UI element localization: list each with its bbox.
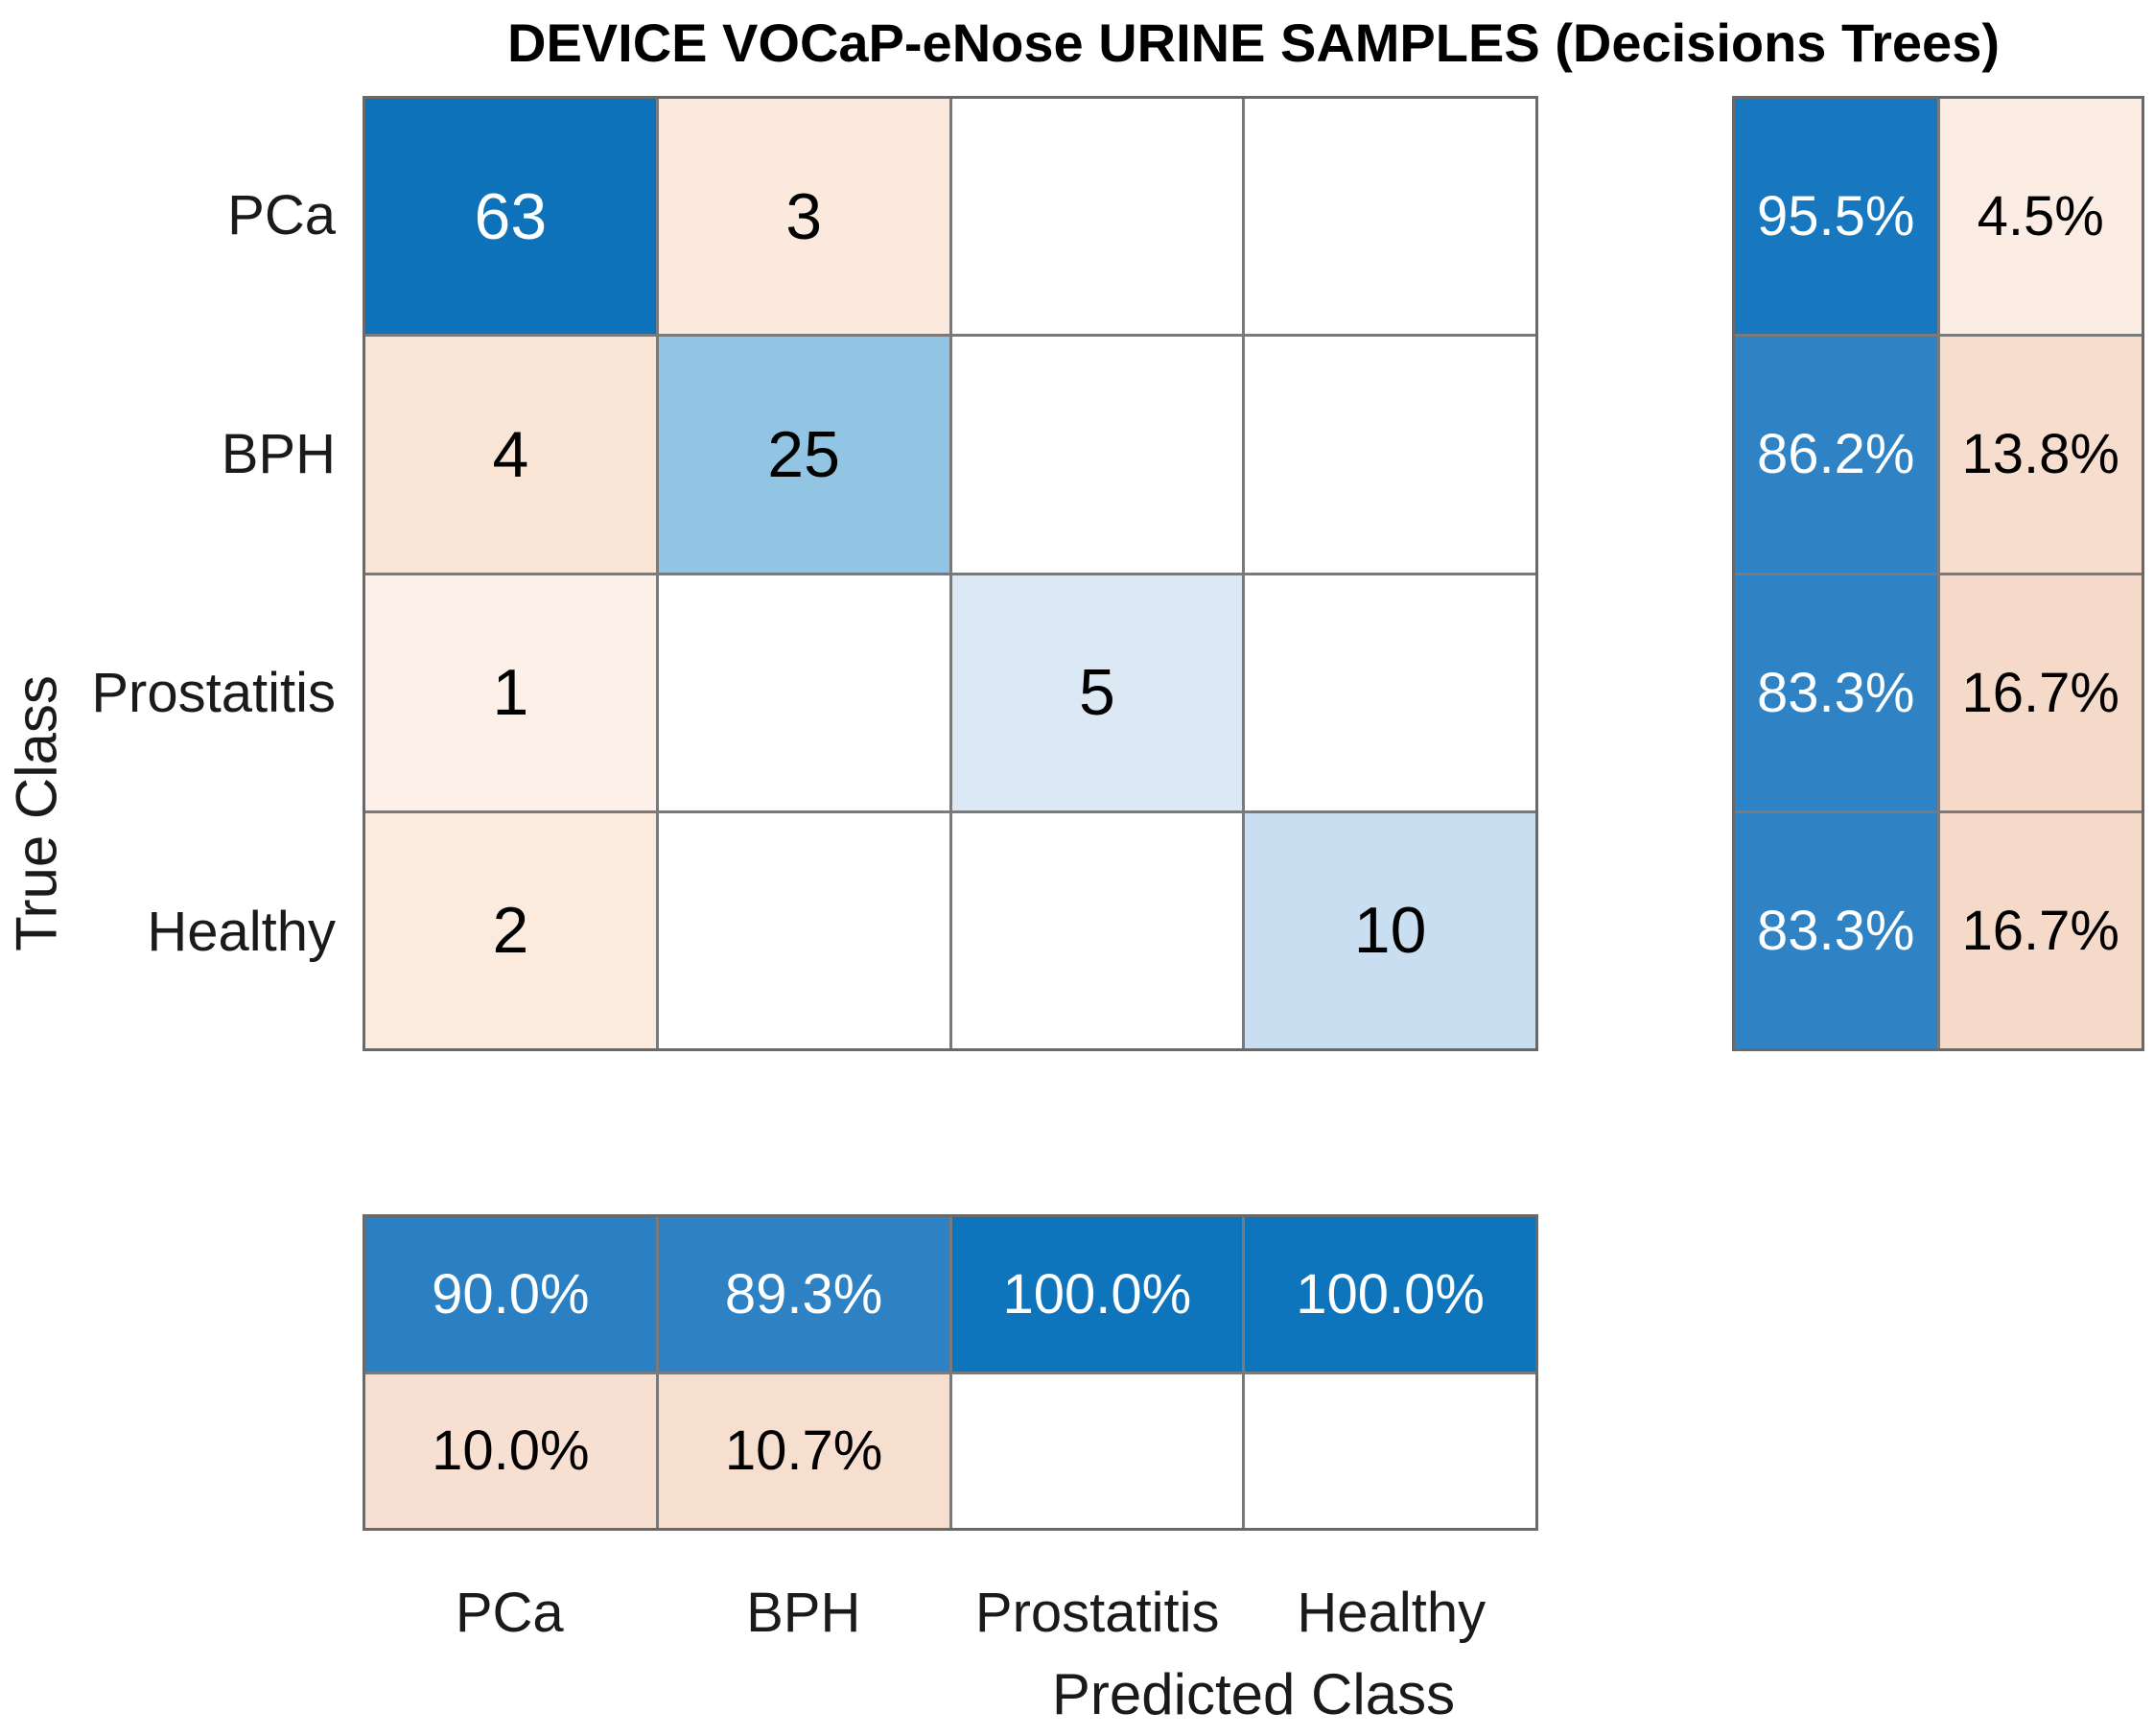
y-axis-tick-healthy: Healthy xyxy=(147,901,336,963)
column-summary-cell-r0c3: 100.0% xyxy=(1245,1217,1535,1372)
row-summary-cell-r3c1: 16.7% xyxy=(1939,812,2142,1048)
matrix-cell-r3c3: 10 xyxy=(1245,812,1535,1048)
y-axis-tick-prostatitis: Prostatitis xyxy=(91,662,336,724)
column-summary-cell-r1c1: 10.7% xyxy=(658,1373,949,1528)
matrix-cell-r0c1: 3 xyxy=(658,99,949,335)
y-axis-tick-pca: PCa xyxy=(227,184,336,246)
matrix-cell-r1c2 xyxy=(951,337,1243,573)
matrix-cell-r2c1 xyxy=(658,575,949,810)
column-summary-cell-r0c1: 89.3% xyxy=(658,1217,949,1372)
row-summary-grid: 95.5% 4.5% 86.2% 13.8% 83.3% 16.7% 83.3%… xyxy=(1732,96,2144,1051)
row-summary-cell-r1c0: 86.2% xyxy=(1735,337,1937,573)
y-axis-ticks: PCa BPH Prostatitis Healthy xyxy=(0,96,341,1051)
matrix-cell-r1c1: 25 xyxy=(658,337,949,573)
matrix-cell-r3c0: 2 xyxy=(365,812,656,1048)
column-summary-grid: 90.0% 89.3% 100.0% 100.0% 10.0% 10.7% xyxy=(363,1214,1538,1531)
column-summary-cell-r1c2 xyxy=(951,1373,1243,1528)
matrix-cell-r2c0: 1 xyxy=(365,575,656,810)
x-axis-tick-prostatitis: Prostatitis xyxy=(974,1582,1220,1644)
matrix-cell-r1c3 xyxy=(1245,337,1535,573)
chart-title: DEVICE VOCaP-eNose URINE SAMPLES (Decisi… xyxy=(507,12,2000,73)
matrix-cell-r0c2 xyxy=(951,99,1243,335)
x-axis-label: Predicted Class xyxy=(1051,1662,1456,1726)
x-axis-tick-healthy: Healthy xyxy=(1297,1582,1487,1644)
column-summary-cell-r0c0: 90.0% xyxy=(365,1217,656,1372)
row-summary-cell-r0c0: 95.5% xyxy=(1735,99,1937,335)
row-summary-cell-r2c1: 16.7% xyxy=(1939,575,2142,810)
matrix-cell-r3c2 xyxy=(951,812,1243,1048)
x-axis-tick-pca: PCa xyxy=(455,1582,564,1644)
matrix-cell-r0c0: 63 xyxy=(365,99,656,335)
matrix-cell-r1c0: 4 xyxy=(365,337,656,573)
column-summary-cell-r1c0: 10.0% xyxy=(365,1373,656,1528)
column-summary-cell-r1c3 xyxy=(1245,1373,1535,1528)
confusion-matrix-grid: 63 3 4 25 1 5 2 10 xyxy=(363,96,1538,1051)
x-axis-ticks: PCa BPH Prostatitis Healthy xyxy=(363,1581,1538,1645)
row-summary-cell-r2c0: 83.3% xyxy=(1735,575,1937,810)
y-axis-tick-bph: BPH xyxy=(221,423,336,485)
matrix-cell-r3c1 xyxy=(658,812,949,1048)
row-summary-cell-r3c0: 83.3% xyxy=(1735,812,1937,1048)
row-summary-cell-r0c1: 4.5% xyxy=(1939,99,2142,335)
column-summary-cell-r0c2: 100.0% xyxy=(951,1217,1243,1372)
x-axis-tick-bph: BPH xyxy=(746,1582,861,1644)
row-summary-cell-r1c1: 13.8% xyxy=(1939,337,2142,573)
matrix-cell-r2c3 xyxy=(1245,575,1535,810)
matrix-cell-r0c3 xyxy=(1245,99,1535,335)
matrix-cell-r2c2: 5 xyxy=(951,575,1243,810)
